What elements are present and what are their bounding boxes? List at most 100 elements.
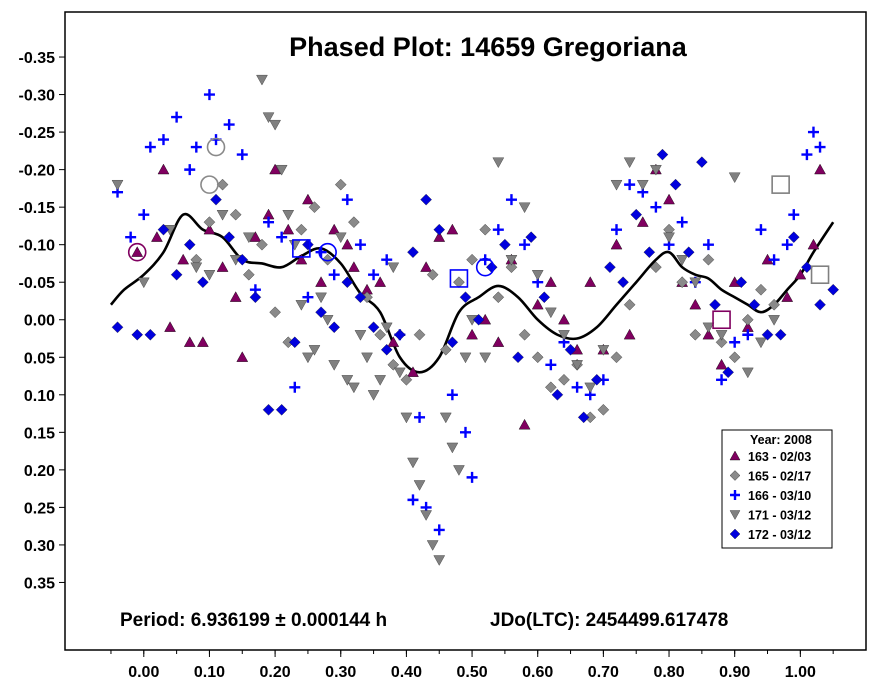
data-point-diamond — [308, 201, 321, 213]
data-point-triangle-up — [328, 223, 341, 235]
data-point-triangle-up — [689, 298, 702, 310]
data-point-diamond — [735, 276, 748, 288]
data-point-diamond — [538, 291, 551, 304]
x-tick-label: 0.10 — [194, 664, 225, 681]
x-tick-label: 0.80 — [653, 664, 684, 681]
data-point-triangle-up — [794, 268, 807, 280]
y-tick-label: 0.15 — [24, 425, 55, 442]
data-point-triangle-down — [394, 367, 406, 379]
data-point-triangle-down — [433, 555, 446, 566]
data-point-triangle-up — [663, 193, 675, 205]
data-point-triangle-up — [229, 291, 242, 302]
data-point-plus — [545, 359, 557, 371]
data-point-triangle-down — [729, 510, 741, 520]
data-point-diamond — [157, 223, 170, 236]
data-point-triangle-up — [781, 291, 794, 302]
data-point-diamond — [413, 328, 426, 341]
data-point-diamond — [787, 231, 800, 243]
data-point-triangle-up — [157, 163, 170, 175]
data-point-diamond — [696, 156, 708, 168]
data-point-diamond — [440, 343, 452, 356]
data-point-plus — [729, 336, 741, 348]
data-point-triangle-down — [111, 180, 124, 191]
data-point-plus — [624, 179, 636, 191]
data-point-triangle-up — [702, 328, 715, 340]
data-point-plus — [676, 216, 688, 228]
highlight-circle-marker — [206, 137, 226, 157]
data-point-diamond — [728, 351, 741, 364]
data-point-triangle-down — [203, 270, 216, 281]
data-point-diamond — [715, 336, 728, 349]
highlight-circle-marker — [475, 257, 495, 277]
data-point-diamond — [407, 246, 419, 258]
data-point-triangle-down — [459, 352, 472, 364]
data-point-triangle-up — [348, 261, 360, 272]
data-point-diamond — [269, 306, 281, 319]
data-point-triangle-up — [236, 351, 249, 362]
data-point-triangle-up — [584, 276, 597, 287]
y-tick-label: -0.20 — [19, 163, 56, 180]
data-point-diamond — [459, 291, 472, 304]
data-point-triangle-down — [341, 375, 354, 386]
data-point-plus — [446, 389, 458, 401]
data-point-triangle-down — [636, 180, 649, 191]
data-point-triangle-up — [807, 238, 820, 250]
data-point-diamond — [604, 261, 616, 273]
data-point-triangle-up — [466, 328, 478, 340]
data-point-triangle-up — [374, 276, 386, 287]
data-point-diamond — [591, 374, 603, 386]
data-point-diamond — [801, 261, 813, 273]
legend-entry-label: 171 - 03/12 — [748, 509, 811, 523]
data-point-diamond — [387, 358, 400, 371]
legend-title: Year: 2008 — [750, 433, 812, 447]
data-point-plus — [755, 224, 767, 236]
data-point-plus — [236, 149, 248, 161]
data-point-triangle-down — [190, 262, 203, 274]
data-point-triangle-down — [275, 165, 288, 176]
data-point-triangle-down — [597, 345, 610, 356]
data-points-layer — [111, 74, 839, 566]
data-point-triangle-down — [479, 352, 492, 364]
legend: Year: 2008 163 - 02/03 165 - 02/17 166 - 0… — [721, 429, 833, 549]
data-point-triangle-down — [702, 322, 715, 334]
data-point-plus — [157, 134, 169, 146]
data-point-diamond — [426, 268, 439, 281]
highlight-square-marker — [712, 310, 731, 330]
data-point-triangle-up — [183, 336, 196, 347]
y-tick-label: 0.30 — [24, 538, 55, 555]
data-point-plus — [289, 381, 301, 393]
data-point-triangle-up — [131, 246, 144, 257]
data-point-triangle-down — [348, 382, 360, 394]
data-point-triangle-down — [650, 165, 662, 176]
data-point-plus — [807, 126, 819, 138]
data-point-diamond — [394, 328, 406, 341]
data-point-triangle-down — [295, 300, 308, 311]
y-tick-label: 0.35 — [24, 575, 55, 592]
data-point-triangle-up — [531, 298, 544, 310]
data-point-triangle-up — [420, 261, 432, 272]
data-point-triangle-down — [584, 382, 597, 394]
data-point-triangle-down — [426, 540, 439, 551]
data-point-diamond — [545, 381, 557, 394]
data-point-diamond — [256, 238, 268, 251]
data-point-diamond — [512, 351, 524, 364]
data-point-triangle-down — [400, 412, 413, 424]
data-point-plus — [381, 254, 393, 266]
data-point-diamond — [597, 404, 610, 416]
data-point-diamond — [210, 193, 222, 206]
data-point-triangle-down — [531, 270, 544, 281]
data-point-triangle-down — [545, 307, 557, 319]
data-point-plus — [505, 194, 517, 206]
data-point-triangle-down — [741, 367, 754, 379]
highlight-square-marker — [810, 265, 830, 285]
data-point-diamond — [623, 298, 636, 311]
data-point-diamond — [203, 216, 216, 228]
data-point-plus — [407, 494, 419, 506]
data-point-plus — [460, 426, 471, 438]
x-tick-label: 0.90 — [719, 664, 750, 681]
chart-title: Phased Plot: 14659 Gregoriana — [289, 32, 688, 62]
data-point-triangle-down — [315, 292, 327, 304]
data-point-triangle-up — [636, 216, 649, 227]
data-point-diamond — [170, 268, 183, 281]
